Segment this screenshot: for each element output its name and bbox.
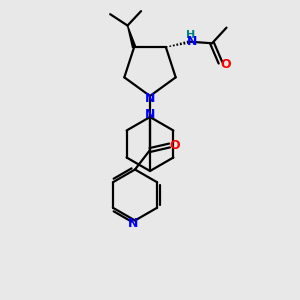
Text: N: N	[187, 35, 197, 48]
Text: O: O	[220, 58, 231, 71]
Text: H: H	[186, 30, 195, 40]
Polygon shape	[128, 26, 136, 48]
Text: N: N	[145, 92, 155, 105]
Text: O: O	[169, 139, 180, 152]
Text: N: N	[145, 108, 155, 122]
Text: N: N	[128, 217, 139, 230]
